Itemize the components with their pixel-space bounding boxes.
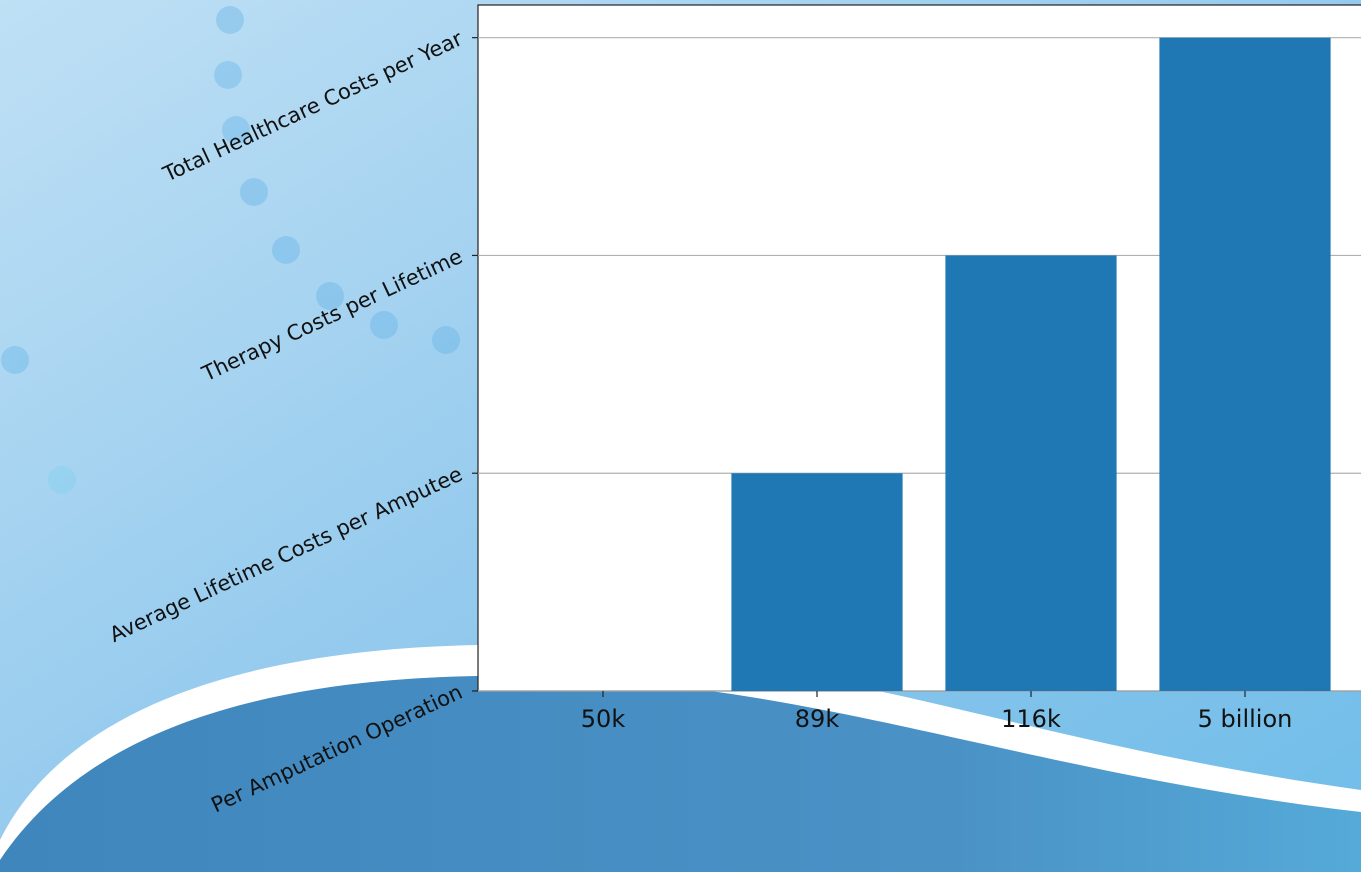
- x-tick-label: 116k: [1001, 705, 1061, 733]
- bar: [731, 473, 903, 691]
- x-tick-label: 50k: [581, 705, 626, 733]
- x-tick-label: 89k: [795, 705, 840, 733]
- x-tick-label: 5 billion: [1198, 705, 1293, 733]
- bar: [945, 255, 1117, 691]
- bar: [1159, 37, 1331, 691]
- decor-dots: [1, 6, 460, 494]
- wave-blue: [0, 675, 1361, 872]
